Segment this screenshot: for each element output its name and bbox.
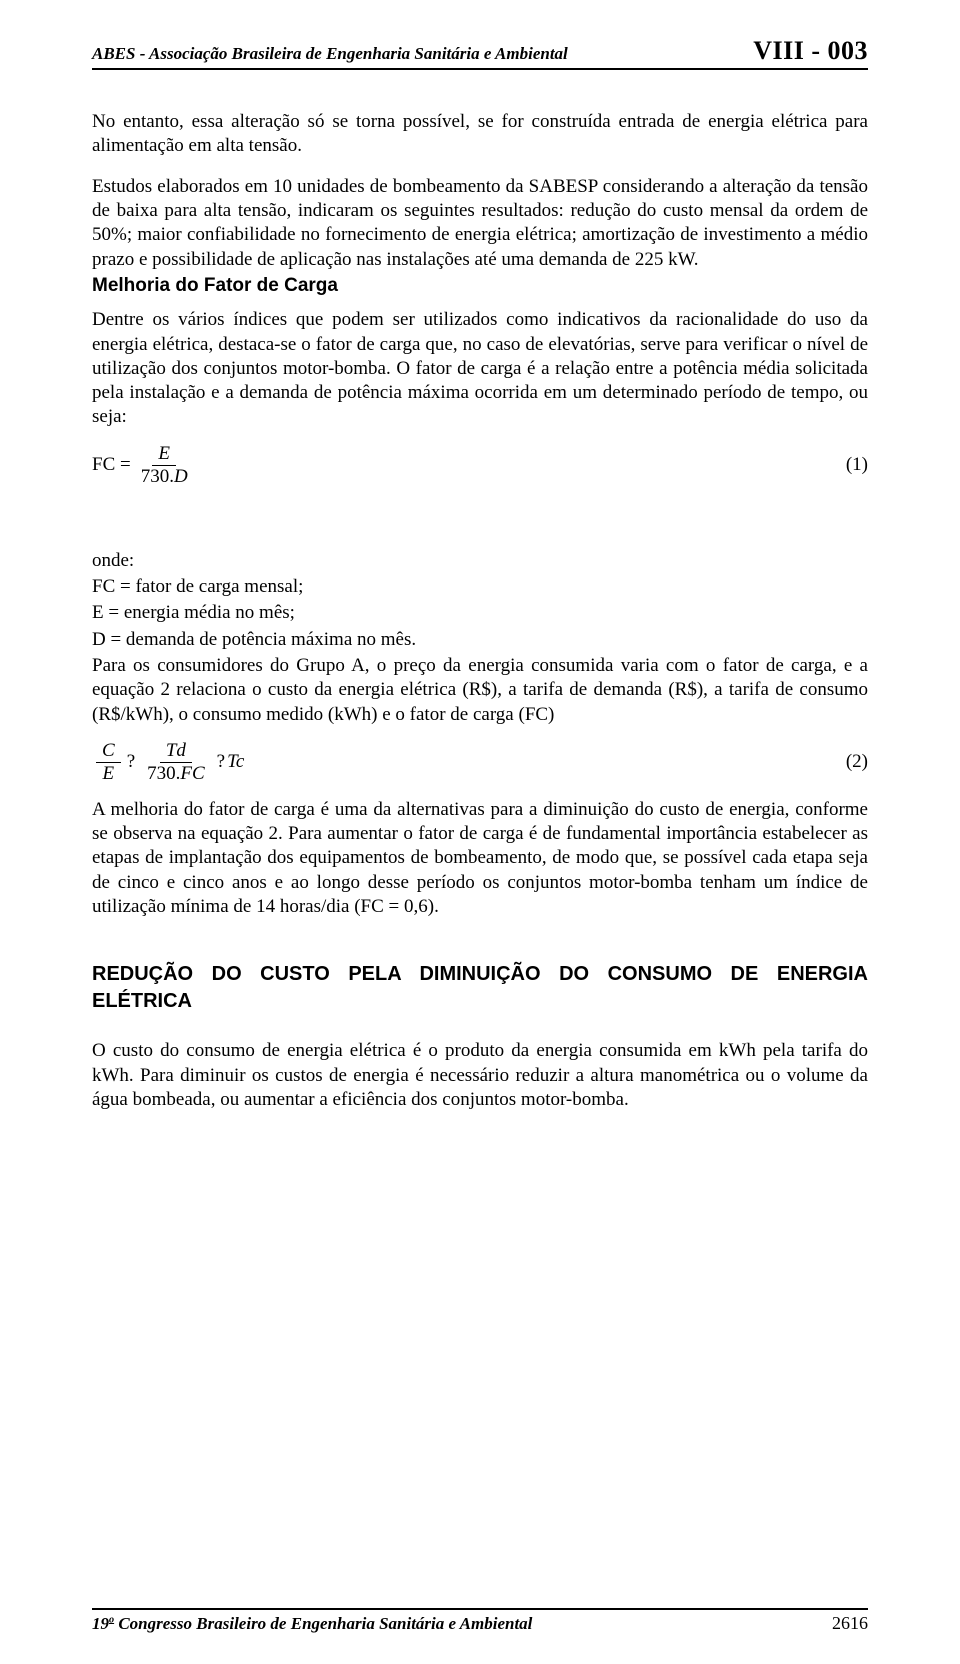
page-header: ABES - Associação Brasileira de Engenhar… [92,36,868,70]
den-const: 730. [147,763,180,784]
definition-line: FC = fator de carga mensal; [92,575,868,599]
denominator: E [97,763,121,784]
onde-label: onde: [92,549,868,573]
equation-1: FC = E 730.D (1) [92,444,868,487]
paragraph: Para os consumidores do Grupo A, o preço… [92,654,868,727]
numerator: E [152,444,176,466]
den-var: FC [180,763,204,784]
footer-pre: 19 [92,1614,109,1633]
body: No entanto, essa alteração só se torna p… [92,110,868,1112]
paragraph: Dentre os vários índices que podem ser u… [92,308,868,430]
equation-2-expr: C E ? Td 730.FC ? Tc [92,741,244,784]
section-heading: REDUÇÃO DO CUSTO PELA DIMINUIÇÃO DO CONS… [92,961,868,1015]
paragraph: O custo do consumo de energia elétrica é… [92,1039,868,1112]
fraction: E 730.D [135,444,194,487]
paragraph: Estudos elaborados em 10 unidades de bom… [92,175,868,272]
equation-1-expr: FC = E 730.D [92,444,198,487]
subheading-fator-carga: Melhoria do Fator de Carga [92,274,868,298]
denominator: 730.D [135,466,194,487]
page: ABES - Associação Brasileira de Engenhar… [0,0,960,1664]
footer-congress: 19o Congresso Brasileiro de Engenharia S… [92,1614,532,1634]
numerator: C [96,741,121,763]
den-var: D [174,466,188,487]
numerator: Td [160,741,192,763]
denominator: 730.FC [141,763,211,784]
operator-placeholder: ? [127,750,135,774]
footer-post: Congresso Brasileiro de Engenharia Sanit… [114,1614,532,1633]
equation-lead: FC = [92,453,131,477]
definition-line: D = demanda de potência máxima no mês. [92,628,868,652]
page-number: 2616 [832,1613,868,1634]
equation-2-tag: (2) [846,750,868,774]
den-const: 730. [141,466,174,487]
equation-2: C E ? Td 730.FC ? Tc (2) [92,741,868,784]
equation-1-tag: (1) [846,453,868,477]
paragraph: A melhoria do fator de carga é uma da al… [92,798,868,920]
fraction: C E [96,741,121,784]
paragraph: No entanto, essa alteração só se torna p… [92,110,868,159]
header-org: ABES - Associação Brasileira de Engenhar… [92,44,568,64]
definition-line: E = energia média no mês; [92,601,868,625]
fraction: Td 730.FC [141,741,211,784]
equation-tail: Tc [227,750,244,774]
header-code: VIII - 003 [753,36,868,66]
operator-placeholder: ? [217,750,225,774]
page-footer: 19o Congresso Brasileiro de Engenharia S… [92,1608,868,1634]
